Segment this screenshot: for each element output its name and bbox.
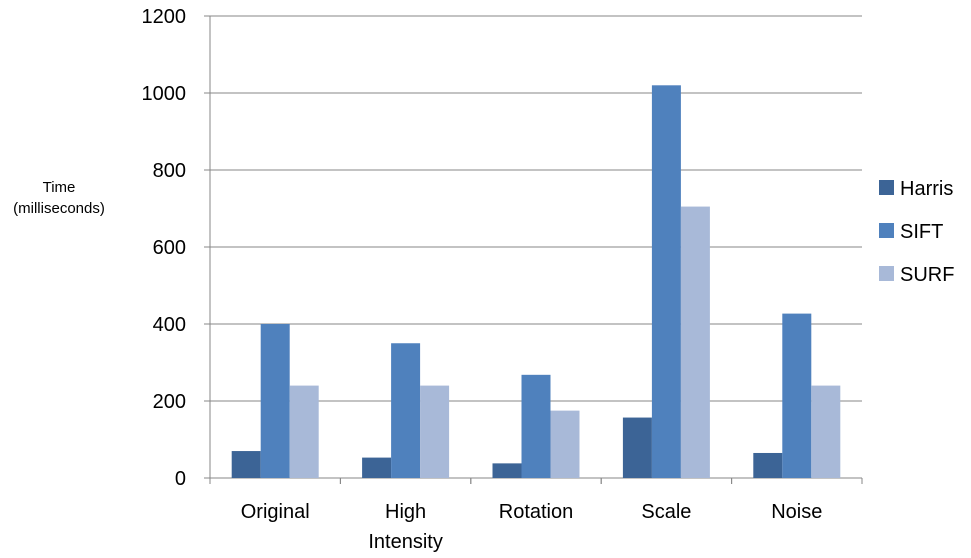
legend-swatch-sift — [879, 223, 894, 238]
bar-harris — [753, 452, 783, 478]
bar-sift — [391, 343, 421, 478]
x-tick-label: High — [385, 501, 426, 523]
y-tick-label: 200 — [153, 391, 186, 413]
legend-label-sift: SIFT — [900, 221, 943, 243]
y-axis-title-line-2: (milliseconds) — [13, 200, 105, 217]
bar-harris — [362, 457, 392, 478]
bar-surf — [289, 385, 319, 478]
legend-label-surf: SURF — [900, 264, 954, 286]
bar-surf — [680, 206, 710, 478]
legend-label-harris: Harris — [900, 178, 953, 200]
legend-swatch-surf — [879, 266, 894, 281]
x-tick-label: Intensity — [368, 531, 442, 553]
bar-surf — [811, 385, 841, 478]
bar-harris — [622, 417, 652, 478]
x-tick-label: Scale — [641, 501, 691, 523]
bar-sift — [521, 374, 551, 478]
y-axis-title: Time (milliseconds) — [0, 177, 118, 219]
bar-surf — [550, 410, 580, 478]
bar-surf — [420, 385, 450, 478]
bar-sift — [260, 324, 290, 478]
y-tick-label: 1200 — [142, 6, 187, 28]
bar-harris — [492, 463, 522, 478]
y-tick-label: 1000 — [142, 83, 187, 105]
y-tick-label: 0 — [175, 468, 186, 490]
x-tick-label: Rotation — [499, 501, 574, 523]
x-tick-label: Noise — [771, 501, 822, 523]
bar-harris — [231, 451, 261, 478]
bar-sift — [651, 85, 681, 479]
legend-swatch-harris — [879, 180, 894, 195]
y-tick-label: 800 — [153, 160, 186, 182]
bar-sift — [782, 313, 812, 478]
y-tick-label: 400 — [153, 314, 186, 336]
y-axis-title-line-1: Time — [42, 179, 76, 196]
y-tick-label: 600 — [153, 237, 186, 259]
x-tick-label: Original — [241, 501, 310, 523]
